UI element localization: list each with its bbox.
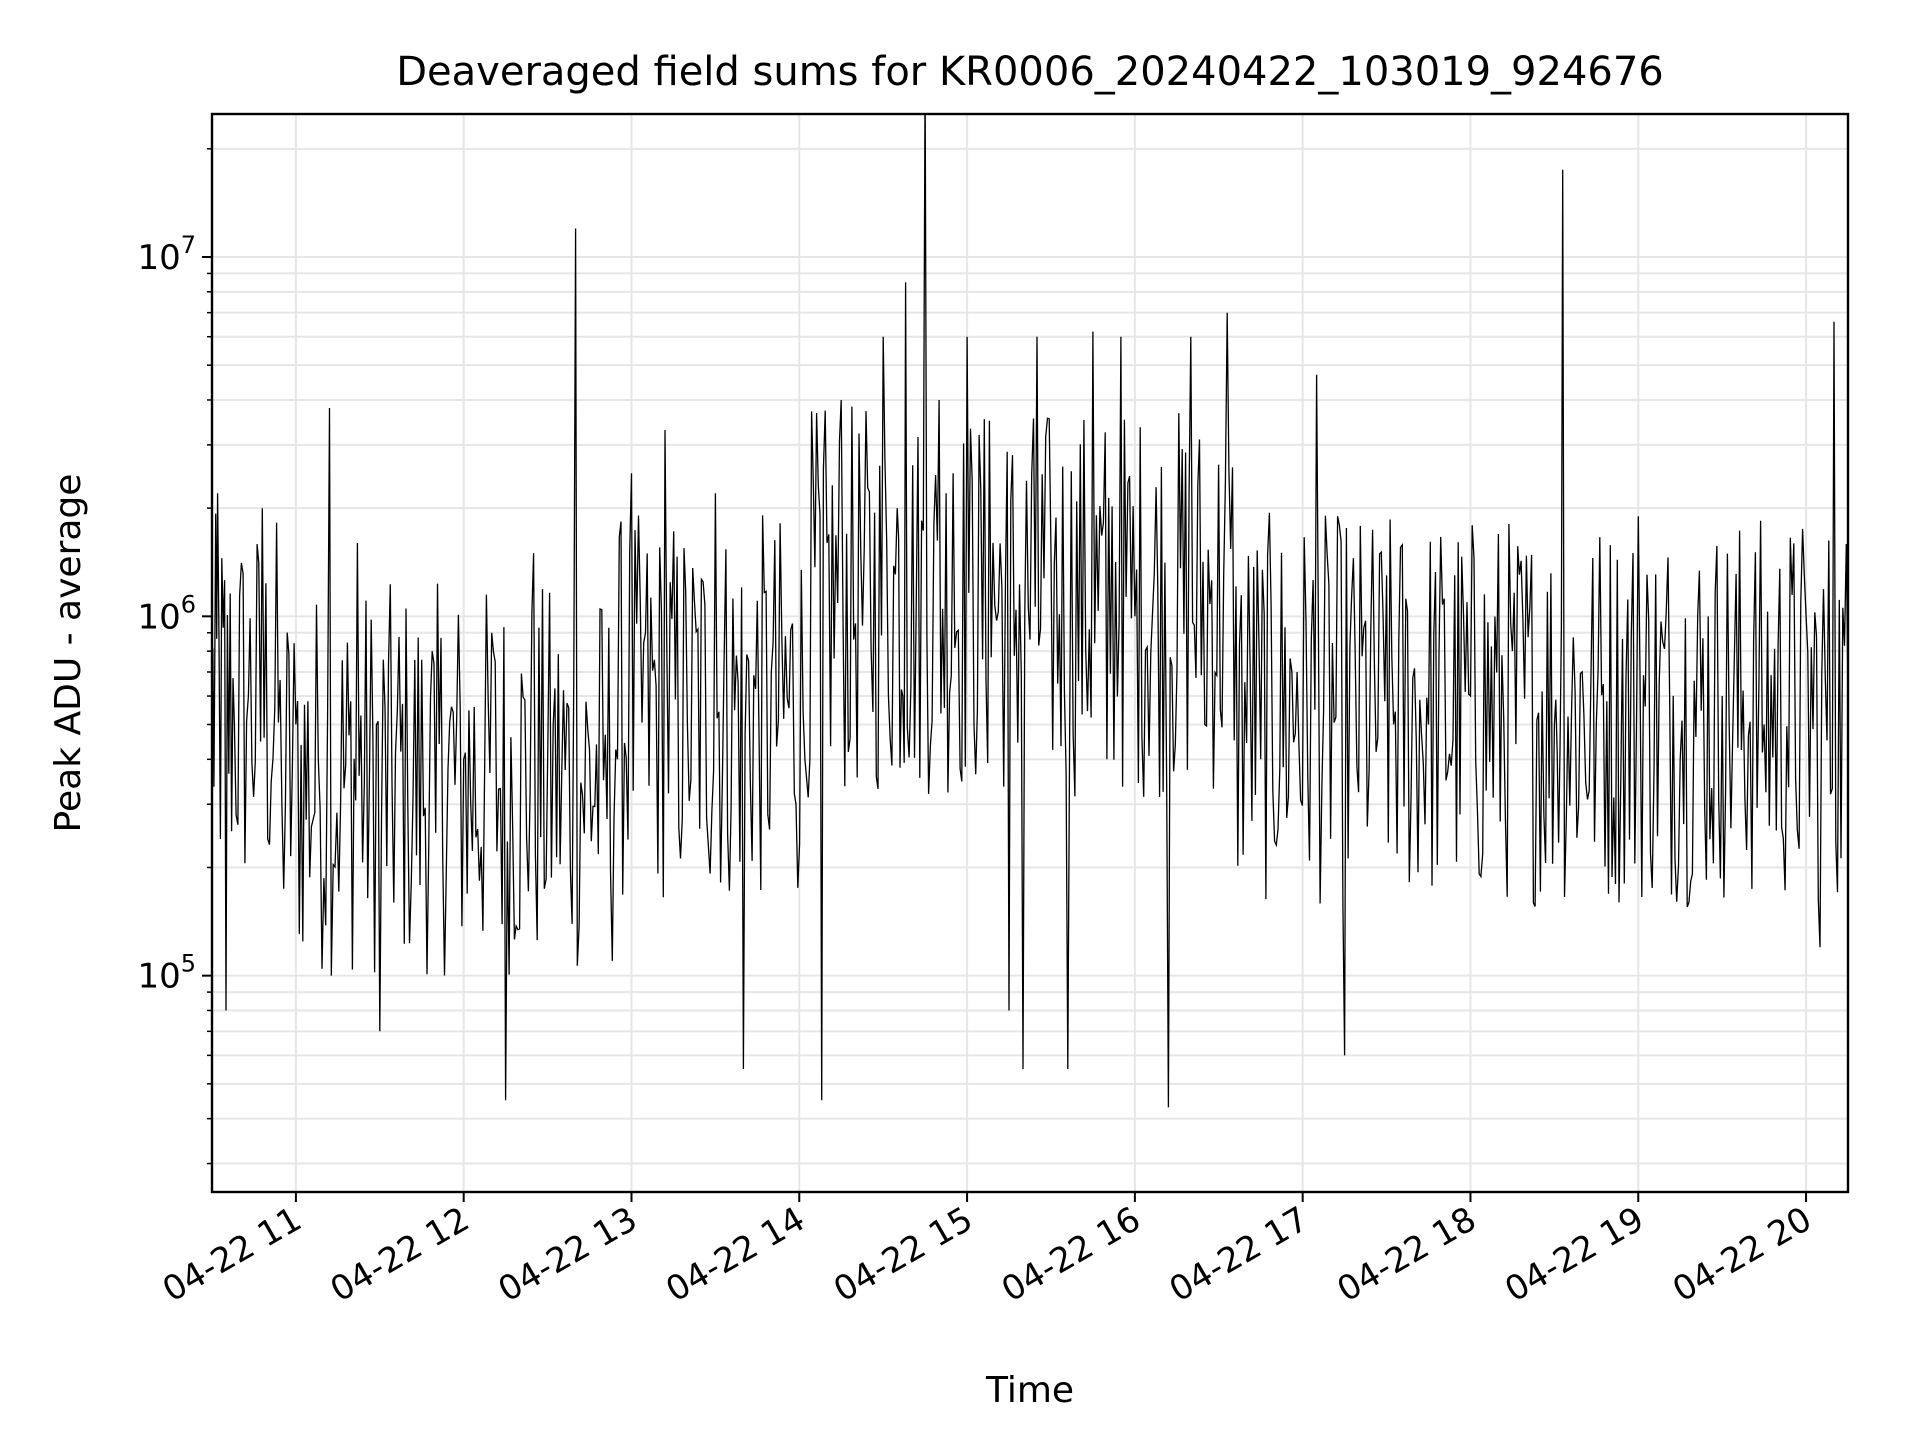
y-axis-label: Peak ADU - average bbox=[48, 474, 89, 833]
plot-area bbox=[212, 114, 1848, 1108]
y-axis: 105 106 107 bbox=[137, 148, 212, 1165]
chart-title: Deaveraged field sums for KR0006_2024042… bbox=[396, 49, 1664, 95]
x-axis-label: Time bbox=[985, 1370, 1074, 1411]
y-tick-label: 105 bbox=[137, 950, 196, 997]
y-tick-label: 106 bbox=[137, 590, 196, 637]
plot-frame bbox=[210, 112, 1850, 1194]
series-line bbox=[212, 114, 1848, 1108]
y-tick-label: 107 bbox=[137, 231, 196, 278]
